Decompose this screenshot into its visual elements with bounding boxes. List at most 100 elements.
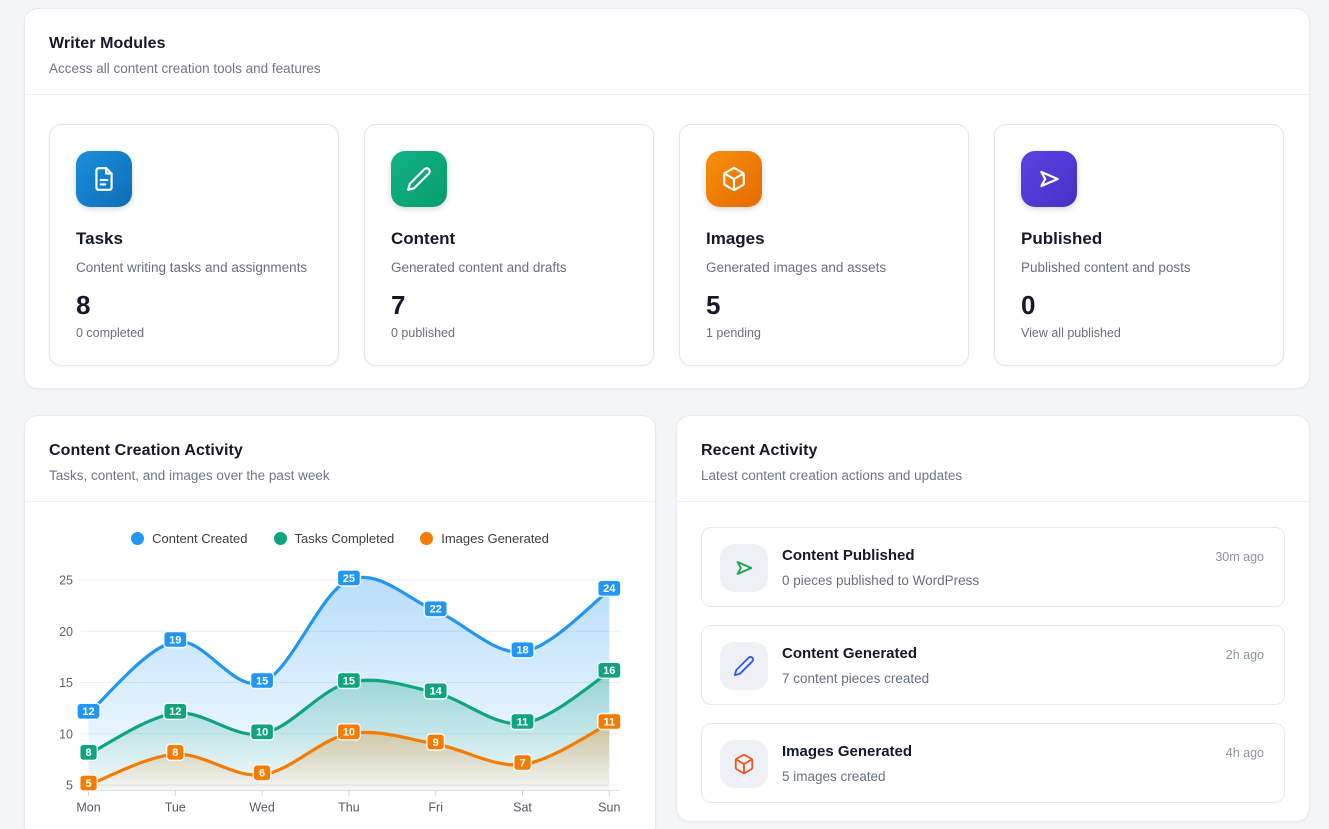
file-text-icon-box	[76, 151, 132, 207]
point-label-badge	[597, 712, 622, 731]
x-axis-tick-label: Wed	[249, 801, 275, 815]
point-label-badge	[510, 712, 535, 731]
legend-label: Tasks Completed	[294, 530, 395, 546]
module-description: Content writing tasks and assignments	[76, 260, 308, 275]
chart-legend: Content Created Tasks Completed Images Gen…	[25, 528, 655, 548]
y-axis-tick-label: 10	[59, 727, 73, 741]
module-title: Images	[706, 229, 765, 248]
send-icon	[1040, 170, 1059, 188]
module-description: Generated images and assets	[706, 260, 887, 275]
activity-description: 5 images created	[782, 769, 886, 784]
module-count: 7	[391, 290, 406, 320]
x-axis-tick-label: Mon	[76, 801, 100, 815]
activity-time: 2h ago	[1225, 648, 1264, 662]
point-label-badge	[336, 569, 362, 587]
point-label-value: 16	[603, 665, 615, 677]
activity-chart-title: Content Creation Activity	[49, 442, 243, 459]
module-card-content[interactable]: Content Generated content and drafts 7 0…	[364, 124, 654, 366]
y-axis-tick-label: 25	[59, 574, 73, 588]
legend-label: Images Generated	[441, 530, 549, 546]
recent-activity-list: Content Published 0 pieces published to …	[677, 502, 1309, 803]
legend-dot	[273, 531, 287, 545]
module-title: Published	[1021, 229, 1103, 248]
point-label-value: 10	[343, 727, 355, 739]
point-label-badge	[79, 774, 98, 792]
send-icon	[736, 561, 753, 575]
content-creation-activity-panel: Content Creation Activity Tasks, content…	[24, 415, 656, 829]
legend-dot	[131, 531, 145, 545]
point-label-value: 18	[516, 645, 528, 657]
point-label-badge	[249, 723, 275, 741]
point-label-badge	[597, 661, 622, 680]
activity-title: Content Published	[782, 547, 915, 564]
point-label-value: 14	[430, 686, 443, 698]
point-label-badge	[163, 702, 188, 721]
x-axis-tick-label: Thu	[338, 801, 360, 815]
y-axis-tick-label: 5	[66, 779, 73, 793]
activity-time: 4h ago	[1225, 746, 1264, 760]
point-label-badge	[510, 641, 535, 659]
point-label-value: 6	[259, 768, 265, 780]
point-label-badge	[79, 743, 98, 762]
activity-item: Content Generated 7 content pieces creat…	[701, 625, 1285, 705]
module-count: 5	[706, 290, 721, 320]
send-icon-box	[1021, 151, 1077, 207]
activity-description: 7 content pieces created	[782, 671, 930, 686]
point-label-value: 15	[256, 675, 268, 687]
module-substat: View all published	[1021, 326, 1121, 340]
activity-title: Images Generated	[782, 743, 913, 760]
legend-dot	[420, 531, 434, 545]
point-label-value: 24	[603, 583, 616, 595]
module-card-tasks[interactable]: Tasks Content writing tasks and assignme…	[49, 124, 339, 366]
module-card-published[interactable]: Published Published content and posts 0 …	[994, 124, 1284, 366]
series-area-2	[88, 723, 610, 791]
point-label-value: 22	[430, 604, 442, 616]
point-label-badge	[163, 630, 188, 649]
pencil-icon	[407, 167, 431, 191]
activity-chart-body: Content Created Tasks Completed Images Gen…	[25, 502, 655, 826]
module-substat: 0 published	[391, 326, 455, 340]
module-substat: 1 pending	[706, 326, 761, 340]
legend-item-content-created[interactable]: Content Created	[131, 531, 248, 546]
point-label-badge	[426, 733, 446, 751]
cube-icon	[734, 753, 754, 775]
x-axis-tick-label: Fri	[428, 801, 443, 815]
point-label-badge	[423, 682, 448, 700]
module-card-images[interactable]: Images Generated images and assets 5 1 p…	[679, 124, 969, 366]
module-count: 0	[1021, 290, 1036, 320]
file-text-icon	[95, 167, 113, 191]
point-label-value: 7	[519, 757, 525, 769]
point-label-value: 12	[169, 706, 181, 718]
module-substat: 0 completed	[76, 326, 145, 340]
point-label-badge	[249, 671, 275, 690]
point-label-value: 8	[172, 747, 178, 759]
activity-chart-header: Content Creation Activity Tasks, content…	[25, 416, 655, 502]
module-count: 8	[76, 290, 91, 320]
writer-modules-header: Writer Modules Access all content creati…	[25, 9, 1309, 95]
point-label-value: 9	[433, 737, 439, 749]
activity-item: Content Published 0 pieces published to …	[701, 527, 1285, 607]
recent-activity-header: Recent Activity Latest content creation …	[677, 416, 1309, 502]
activity-description: 0 pieces published to WordPress	[782, 573, 980, 588]
point-label-value: 19	[169, 634, 181, 646]
recent-activity-title: Recent Activity	[701, 442, 818, 459]
activity-item: Images Generated 5 images created 4h ago	[701, 723, 1285, 803]
legend-item-images-generated[interactable]: Images Generated	[420, 531, 549, 546]
writer-modules-title: Writer Modules	[49, 35, 166, 52]
activity-title: Content Generated	[782, 645, 918, 662]
point-label-badge	[252, 764, 272, 782]
point-label-badge	[597, 579, 622, 597]
pencil-icon	[733, 656, 754, 677]
point-label-value: 11	[517, 716, 529, 728]
recent-activity-panel: Recent Activity Latest content creation …	[676, 415, 1310, 822]
legend-item-tasks-completed[interactable]: Tasks Completed	[273, 530, 395, 546]
point-label-value: 15	[343, 675, 355, 687]
point-label-value: 25	[343, 573, 355, 585]
point-label-badge	[336, 723, 362, 741]
y-axis-tick-label: 15	[59, 676, 73, 690]
activity-chart-subtitle: Tasks, content, and images over the past…	[49, 468, 330, 483]
module-description: Generated content and drafts	[391, 260, 567, 275]
activity-time: 30m ago	[1215, 550, 1264, 564]
point-label-badge	[76, 702, 101, 721]
x-axis-tick-label: Tue	[165, 801, 186, 815]
